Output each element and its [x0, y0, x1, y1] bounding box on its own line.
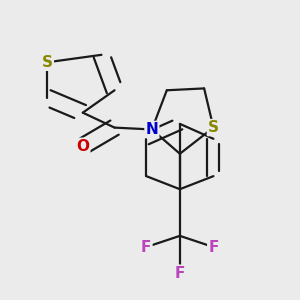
Text: N: N	[146, 122, 158, 137]
Text: F: F	[141, 239, 152, 254]
Text: O: O	[76, 139, 89, 154]
Text: F: F	[175, 266, 185, 281]
Text: F: F	[208, 239, 219, 254]
Text: S: S	[208, 120, 219, 135]
Text: S: S	[42, 55, 53, 70]
